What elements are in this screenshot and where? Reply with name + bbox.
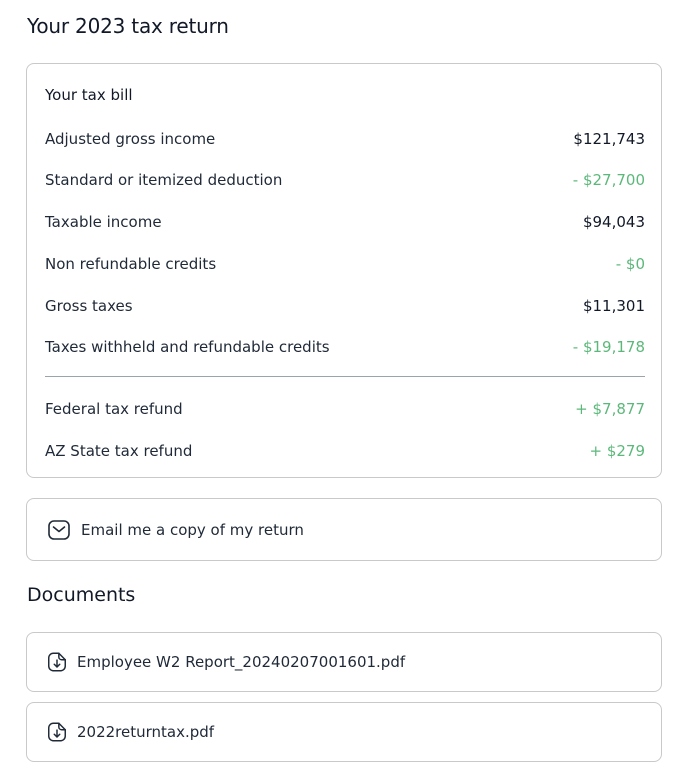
row-gross-taxes: Gross taxes $11,301 [45, 295, 645, 317]
row-label: Taxes withheld and refundable credits [45, 338, 330, 356]
row-label: Gross taxes [45, 297, 133, 315]
page-title: Your 2023 tax return [27, 14, 229, 38]
row-value: $94,043 [582, 213, 645, 231]
envelope-icon [47, 518, 71, 542]
document-name: 2022returntax.pdf [77, 723, 215, 741]
document-name: Employee W2 Report_20240207001601.pdf [77, 653, 406, 671]
tax-bill-card: Your tax bill Adjusted gross income $121… [26, 63, 662, 478]
document-item[interactable]: Employee W2 Report_20240207001601.pdf [26, 632, 662, 692]
row-taxes-withheld: Taxes withheld and refundable credits - … [45, 336, 645, 358]
row-federal-refund: Federal tax refund + $7,877 [45, 398, 645, 420]
row-label: Non refundable credits [45, 255, 217, 273]
divider [45, 376, 645, 377]
document-download-icon [45, 720, 69, 744]
row-value: $121,743 [573, 130, 645, 148]
email-return-label: Email me a copy of my return [81, 520, 304, 539]
row-label: Federal tax refund [45, 400, 183, 418]
row-value: $11,301 [582, 297, 645, 315]
row-state-refund: AZ State tax refund + $279 [45, 440, 645, 462]
row-label: AZ State tax refund [45, 442, 193, 460]
document-item[interactable]: 2022returntax.pdf [26, 702, 662, 762]
documents-title: Documents [27, 584, 136, 606]
row-value: - $19,178 [572, 338, 645, 356]
row-label: Adjusted gross income [45, 130, 216, 148]
tax-bill-heading: Your tax bill [45, 86, 133, 104]
row-label: Standard or itemized deduction [45, 171, 283, 189]
row-taxable-income: Taxable income $94,043 [45, 211, 645, 233]
email-return-button[interactable]: Email me a copy of my return [26, 498, 662, 561]
row-non-refundable-credits: Non refundable credits - $0 [45, 253, 645, 275]
document-download-icon [45, 650, 69, 674]
row-value: + $7,877 [575, 400, 645, 418]
row-value: - $27,700 [572, 171, 645, 189]
row-value: + $279 [589, 442, 645, 460]
row-adjusted-gross-income: Adjusted gross income $121,743 [45, 128, 645, 150]
row-label: Taxable income [45, 213, 162, 231]
row-value: - $0 [615, 255, 645, 273]
row-standard-deduction: Standard or itemized deduction - $27,700 [45, 169, 645, 191]
